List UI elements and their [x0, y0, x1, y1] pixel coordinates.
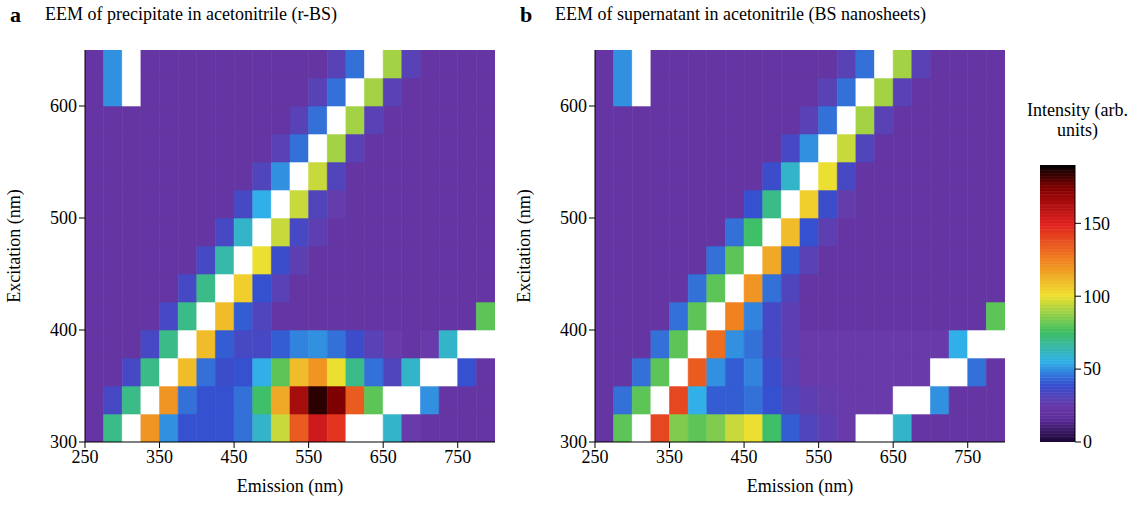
svg-text:650: 650 — [880, 447, 907, 467]
svg-text:Emission (nm): Emission (nm) — [237, 476, 344, 497]
html-text:EEM of supernatant in acetonit: EEM of supernatant in acetonitrile (BS n… — [555, 4, 926, 24]
svg-text:400: 400 — [560, 320, 587, 340]
svg-text:Emission (nm): Emission (nm) — [747, 476, 854, 497]
svg-text:350: 350 — [146, 447, 173, 467]
svg-text:550: 550 — [805, 447, 832, 467]
svg-text:300: 300 — [560, 432, 587, 452]
svg-text:Excitation (nm): Excitation (nm) — [4, 189, 25, 302]
svg-text:150: 150 — [1083, 214, 1110, 234]
html-text:b: b — [520, 2, 533, 27]
html-text:Intensity (arb. units): Intensity (arb. units) — [1027, 100, 1128, 140]
html-text:a: a — [10, 2, 21, 27]
html-text:EEM of precipitate in acetonit: EEM of precipitate in acetonitrile (r-BS… — [45, 4, 337, 24]
svg-text:Excitation (nm): Excitation (nm) — [514, 189, 535, 302]
svg-text:450: 450 — [731, 447, 758, 467]
svg-text:500: 500 — [50, 208, 77, 228]
svg-text:650: 650 — [370, 447, 397, 467]
svg-text:600: 600 — [560, 96, 587, 116]
svg-text:300: 300 — [50, 432, 77, 452]
svg-text:500: 500 — [560, 208, 587, 228]
svg-text:400: 400 — [50, 320, 77, 340]
svg-text:750: 750 — [954, 447, 981, 467]
svg-text:450: 450 — [221, 447, 248, 467]
svg-text:600: 600 — [50, 96, 77, 116]
svg-text:550: 550 — [295, 447, 322, 467]
svg-text:0: 0 — [1083, 432, 1092, 452]
svg-text:350: 350 — [656, 447, 683, 467]
svg-text:250: 250 — [71, 446, 99, 467]
svg-text:50: 50 — [1083, 359, 1101, 379]
svg-text:750: 750 — [444, 447, 471, 467]
svg-text:250: 250 — [581, 446, 609, 467]
svg-text:100: 100 — [1083, 287, 1110, 307]
